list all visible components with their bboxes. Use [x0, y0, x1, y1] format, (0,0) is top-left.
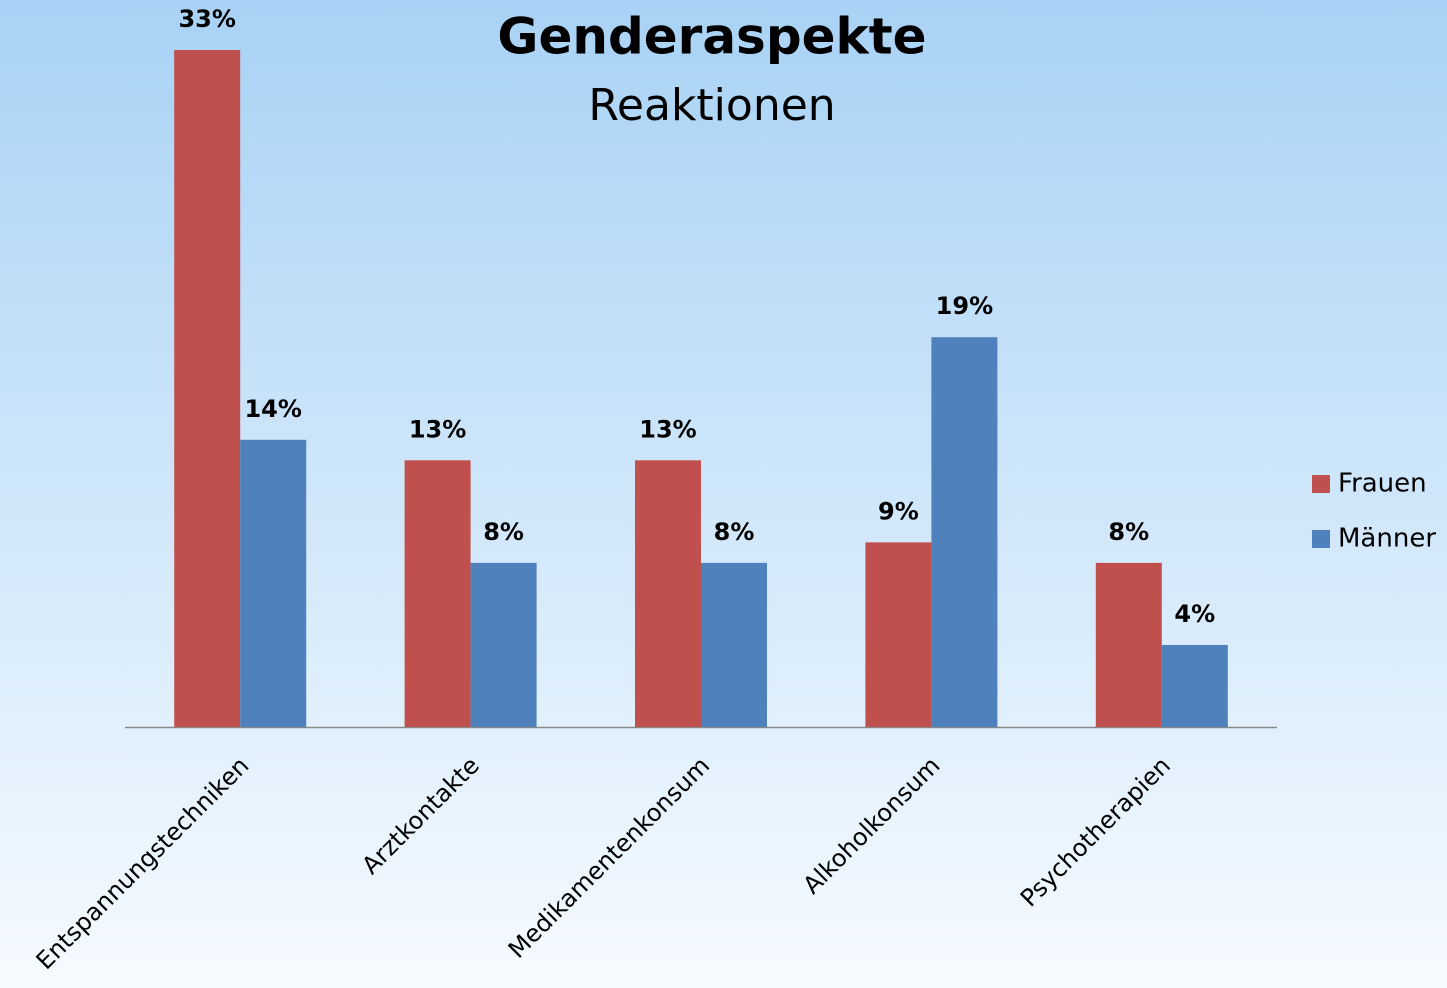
bar: [635, 460, 701, 727]
bar: [404, 460, 471, 727]
bar: [931, 337, 998, 727]
legend-label: Frauen: [1338, 469, 1427, 499]
data-label: 9%: [878, 497, 919, 525]
data-label: 4%: [1174, 600, 1215, 628]
data-label: 8%: [483, 518, 524, 546]
data-label: 8%: [1108, 518, 1149, 546]
legend-label: Männer: [1338, 524, 1436, 554]
bar: [240, 439, 307, 727]
data-label: 8%: [714, 518, 755, 546]
bar: [701, 562, 767, 727]
bar: [174, 50, 241, 727]
data-label: 13%: [409, 415, 466, 443]
legend-swatch: [1312, 530, 1330, 548]
data-label: 19%: [936, 292, 993, 320]
legend-swatch: [1312, 475, 1330, 493]
chart-title: Genderaspekte: [497, 8, 926, 66]
chart-subtitle: Reaktionen: [588, 80, 835, 131]
data-label: 13%: [639, 415, 696, 443]
bar: [1161, 644, 1228, 727]
data-label: 33%: [178, 5, 235, 33]
bar: [470, 562, 537, 727]
bar: [1095, 562, 1162, 727]
data-label: 14%: [244, 395, 301, 423]
bar: [865, 542, 932, 727]
